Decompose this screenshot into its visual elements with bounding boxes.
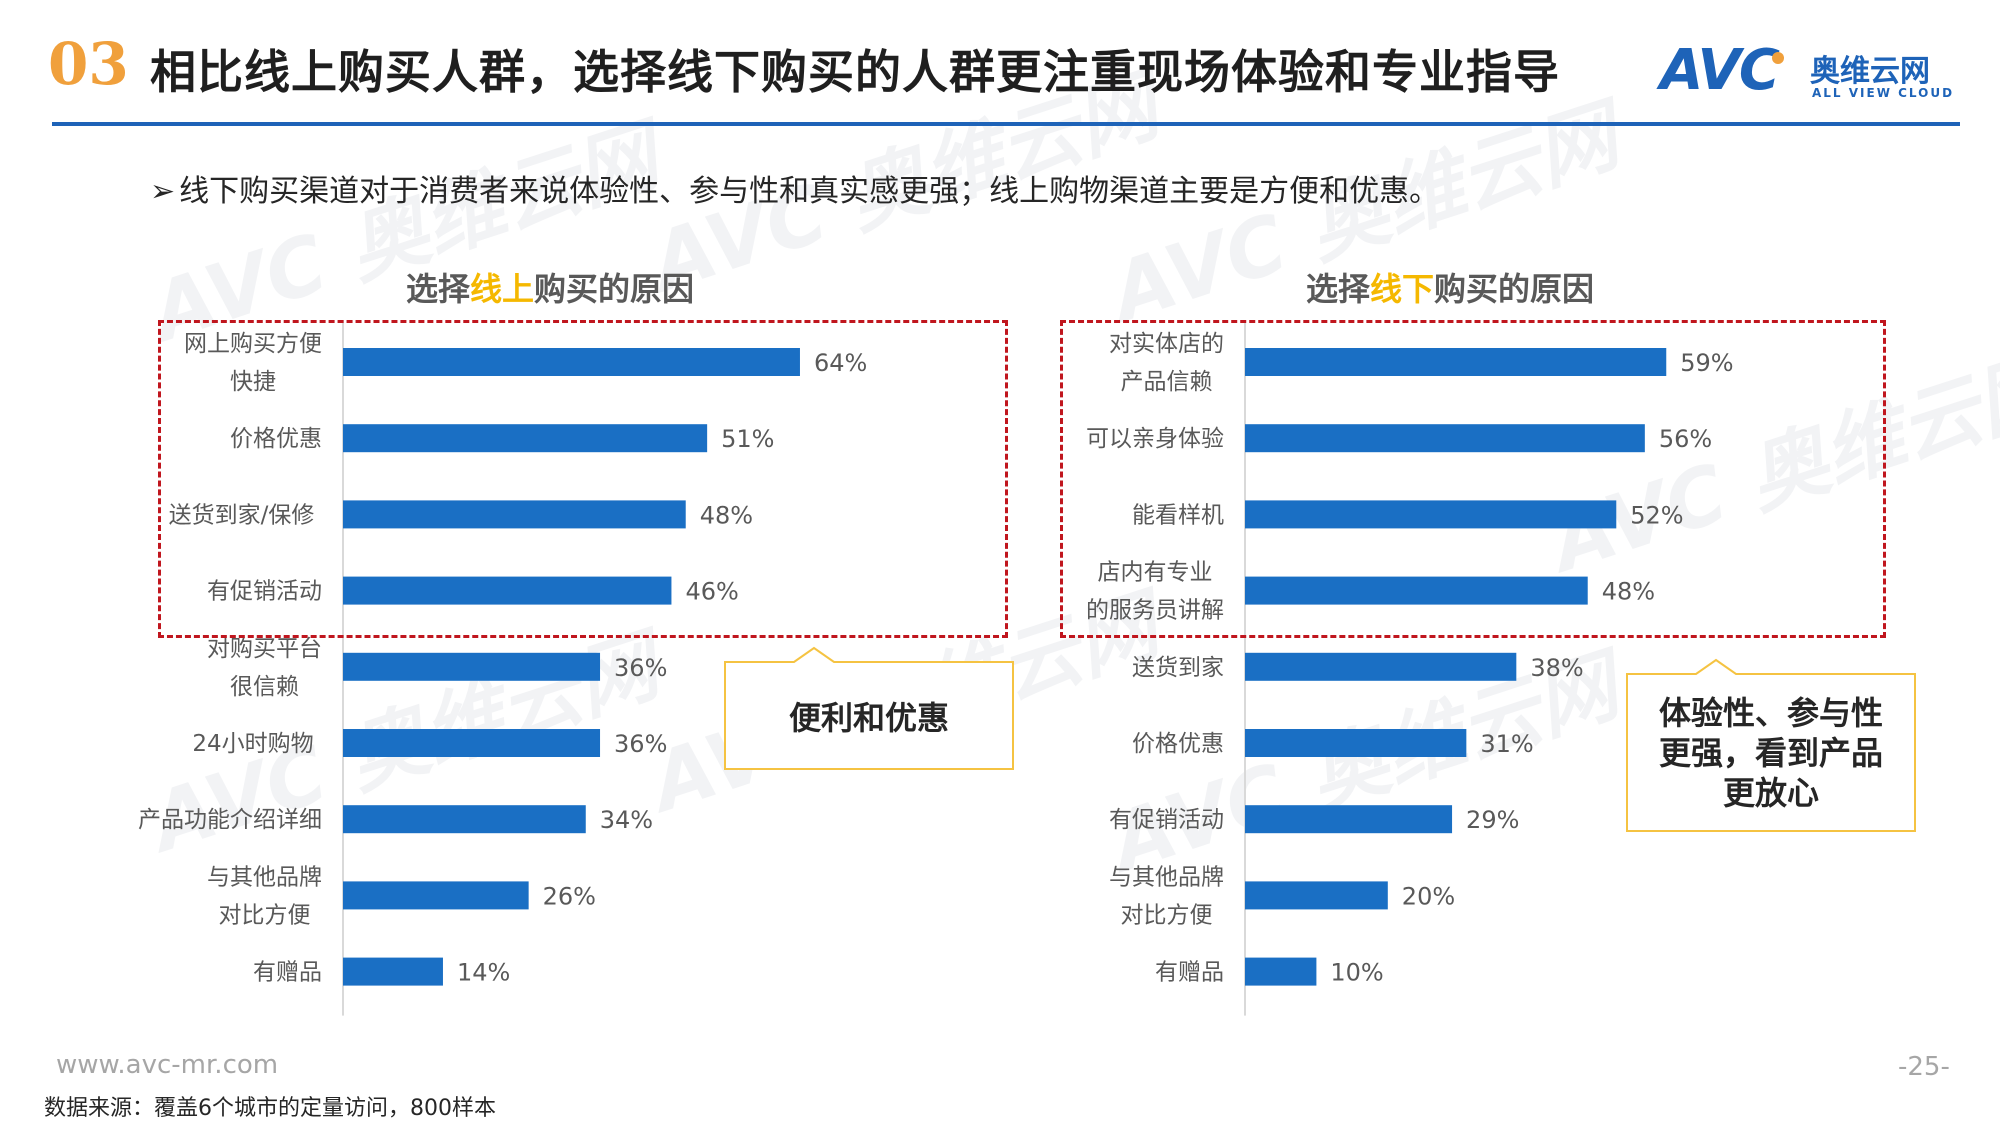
- offline-category-label: 对实体店的产品信赖: [1109, 331, 1224, 395]
- data-source-note: 数据来源：覆盖6个城市的定量访问，800样本: [44, 1096, 496, 1121]
- online-value-label: 34%: [600, 806, 653, 834]
- online-top-reasons-highlight: [158, 320, 1008, 638]
- offline-chart-title: 选择线下购买的原因: [1200, 264, 1700, 310]
- offline-category-label: 可以亲身体验: [1086, 426, 1224, 452]
- offline-value-label: 29%: [1466, 806, 1519, 834]
- offline-chart-title-highlight: 线下: [1369, 270, 1434, 308]
- offline-callout: 体验性、参与性 更强，看到产品 更放心: [1626, 658, 1916, 842]
- online-callout-text: 便利和优惠: [788, 698, 949, 737]
- subtitle: ➢ 线下购买渠道对于消费者来说体验性、参与性和真实感更强；线上购物渠道主要是方便和…: [150, 166, 1439, 210]
- online-bar: [343, 424, 708, 453]
- offline-reasons-chart: 59% 对实体店的产品信赖 56% 可以亲身体验 52% 能看样机 48% 店内有专业的服务员…: [1086, 320, 1734, 1016]
- offline-value-label: 56%: [1659, 425, 1712, 453]
- offline-top-reasons-highlight: [1060, 320, 1886, 638]
- logo-name-en: ALL VIEW CLOUD: [1812, 86, 1955, 100]
- logo-dot-icon: [1772, 52, 1784, 64]
- online-category-label: 价格优惠: [230, 426, 322, 452]
- offline-value-label: 31%: [1480, 730, 1533, 758]
- online-category-label: 24小时购物: [192, 731, 313, 757]
- online-value-label: 36%: [614, 730, 667, 758]
- online-value-label: 64%: [814, 349, 867, 377]
- offline-value-label: 38%: [1530, 654, 1583, 682]
- offline-bar: [1245, 881, 1388, 910]
- online-bar: [343, 805, 586, 834]
- section-number: 03: [48, 30, 129, 98]
- offline-bar: [1245, 424, 1645, 453]
- callout-frame: [1626, 658, 1916, 832]
- offline-category-label: 送货到家: [1132, 655, 1224, 681]
- offline-value-label: 20%: [1402, 882, 1455, 910]
- offline-bar: [1245, 576, 1588, 605]
- bullet-arrow-icon: ➢: [150, 174, 176, 209]
- offline-bar: [1245, 652, 1517, 681]
- logo-name-cn: 奥维云网: [1810, 54, 1930, 89]
- online-value-label: 36%: [614, 654, 667, 682]
- offline-category-label: 能看样机: [1132, 502, 1224, 528]
- online-bar: [343, 729, 601, 757]
- online-chart-title-highlight: 线上: [469, 270, 534, 308]
- online-category-label: 对购买平台很信赖: [207, 636, 322, 700]
- online-category-label: 送货到家/保修: [169, 502, 315, 528]
- offline-chart-title-part: 购买的原因: [1434, 270, 1595, 308]
- offline-category-label: 有促销活动: [1109, 807, 1224, 833]
- online-value-label: 26%: [543, 882, 596, 910]
- online-value-label: 46%: [685, 578, 738, 606]
- avc-logo: AVC 奥维云网 ALL VIEW CLOUD: [1660, 38, 1960, 104]
- offline-category-label: 店内有专业的服务员讲解: [1086, 560, 1224, 624]
- offline-value-label: 48%: [1602, 578, 1655, 606]
- online-chart-title-part: 购买的原因: [534, 270, 695, 308]
- online-bar: [343, 576, 672, 605]
- offline-value-label: 59%: [1680, 349, 1733, 377]
- offline-callout-text: 体验性、参与性 更强，看到产品 更放心: [1626, 678, 1916, 828]
- online-category-label: 与其他品牌对比方便: [207, 864, 322, 928]
- offline-category-label: 与其他品牌对比方便: [1109, 864, 1224, 928]
- online-callout: 便利和优惠: [724, 646, 1014, 780]
- logo-mark: AVC: [1660, 38, 1780, 103]
- online-bar: [343, 652, 601, 681]
- page-title: 相比线上购买人群，选择线下购买的人群更注重现场体验和专业指导: [150, 45, 1560, 99]
- online-value-label: 14%: [457, 959, 510, 987]
- offline-chart-title-part: 选择: [1305, 270, 1370, 308]
- offline-category-label: 价格优惠: [1132, 731, 1224, 757]
- online-bar: [343, 500, 686, 529]
- online-chart-title-part: 选择: [405, 270, 470, 308]
- offline-value-label: 10%: [1330, 959, 1383, 987]
- offline-bar: [1245, 500, 1617, 529]
- online-category-label: 有促销活动: [207, 579, 322, 605]
- offline-category-label: 有赠品: [1155, 960, 1224, 986]
- header-divider: [52, 122, 1960, 126]
- offline-value-label: 52%: [1630, 501, 1683, 529]
- offline-bar: [1245, 805, 1453, 834]
- subtitle-text: 线下购买渠道对于消费者来说体验性、参与性和真实感更强；线上购物渠道主要是方便和优…: [179, 174, 1440, 209]
- callout-frame: [724, 646, 1014, 770]
- offline-bar: [1245, 729, 1467, 757]
- offline-callout-line: 更放心: [1722, 774, 1819, 812]
- offline-bar: [1245, 957, 1317, 986]
- online-reasons-chart: 64% 网上购买方便快捷 51% 价格优惠 48% 送货到家/保修 46% 有促销活动 36% 对…: [138, 320, 867, 1016]
- online-category-label: 产品功能介绍详细: [138, 807, 322, 833]
- offline-callout-line: 更强，看到产品: [1658, 734, 1883, 772]
- online-value-label: 51%: [721, 425, 774, 453]
- offline-callout-line: 体验性、参与性: [1658, 694, 1883, 732]
- online-bar: [343, 881, 529, 910]
- footer-url: www.avc-mr.com: [56, 1050, 279, 1080]
- online-category-label: 有赠品: [253, 960, 322, 986]
- online-chart-title: 选择线上购买的原因: [300, 264, 800, 310]
- offline-bar: [1245, 348, 1667, 376]
- online-bar: [343, 348, 800, 376]
- page-number: -25-: [1898, 1052, 1950, 1082]
- online-value-label: 48%: [700, 501, 753, 529]
- online-bar: [343, 957, 443, 986]
- online-category-label: 网上购买方便快捷: [184, 331, 322, 395]
